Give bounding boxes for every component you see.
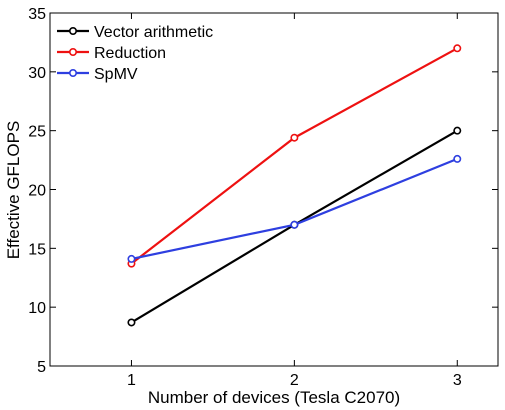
legend-item: Reduction [57,45,166,62]
legend-item: Vector arithmetic [57,24,213,41]
x-tick-label: 1 [127,372,136,389]
x-tick-label: 3 [453,372,462,389]
data-point [453,44,462,53]
y-tick-label: 30 [28,65,46,82]
plot-area [49,12,499,367]
legend-label: Vector arithmetic [94,24,213,41]
data-point [290,220,299,229]
y-axis: 5 10 15 20 25 30 35 [28,6,498,376]
series-spmv [127,154,462,263]
x-tick-label: 2 [290,372,299,389]
data-point [290,133,299,142]
legend: Vector arithmetic Reduction SpMV [57,24,213,83]
legend-marker [69,69,78,78]
y-tick-label: 10 [28,300,46,317]
legend-label: SpMV [94,66,138,83]
x-axis: 1 2 3 [127,13,462,389]
y-tick-label: 20 [28,183,46,200]
data-point [127,318,136,327]
legend-label: Reduction [94,45,166,62]
data-point [453,154,462,163]
data-point [127,254,136,263]
data-point [453,126,462,135]
series-layer [127,44,462,327]
y-tick-label: 35 [28,6,46,23]
x-axis-label: Number of devices (Tesla C2070) [148,388,400,407]
y-tick-label: 15 [28,241,46,258]
y-tick-label: 5 [37,359,46,376]
y-tick-label: 25 [28,124,46,141]
legend-marker [69,26,78,35]
y-axis-label: Effective GFLOPS [4,121,23,260]
legend-item: SpMV [57,66,138,83]
legend-marker [69,47,78,56]
